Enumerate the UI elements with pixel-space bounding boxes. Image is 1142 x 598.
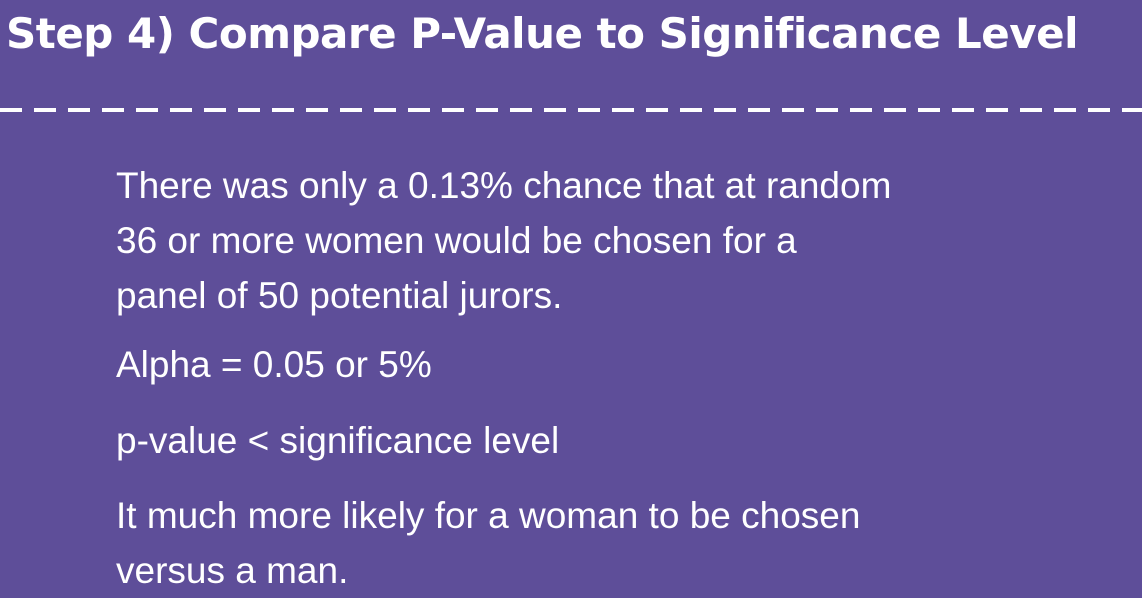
paragraph-chance-statement: There was only a 0.13% chance that at ra… [116, 158, 891, 323]
paragraph-comparison: p-value < significance level [116, 413, 559, 468]
paragraph-line: p-value < significance level [116, 420, 560, 461]
paragraph-line: It much more likely for a woman to be ch… [116, 495, 861, 536]
paragraph-line: Alpha = 0.05 or 5% [116, 344, 432, 385]
paragraph-line: 36 or more women would be chosen for a [116, 220, 797, 261]
paragraph-alpha: Alpha = 0.05 or 5% [116, 337, 432, 392]
paragraph-conclusion: It much more likely for a woman to be ch… [116, 488, 860, 598]
slide-title: Step 4) Compare P-Value to Significance … [6, 9, 1078, 58]
dashed-divider [0, 108, 1142, 112]
paragraph-line: There was only a 0.13% chance that at ra… [116, 165, 892, 206]
paragraph-line: panel of 50 potential jurors. [116, 275, 563, 316]
paragraph-line: versus a man. [116, 550, 349, 591]
